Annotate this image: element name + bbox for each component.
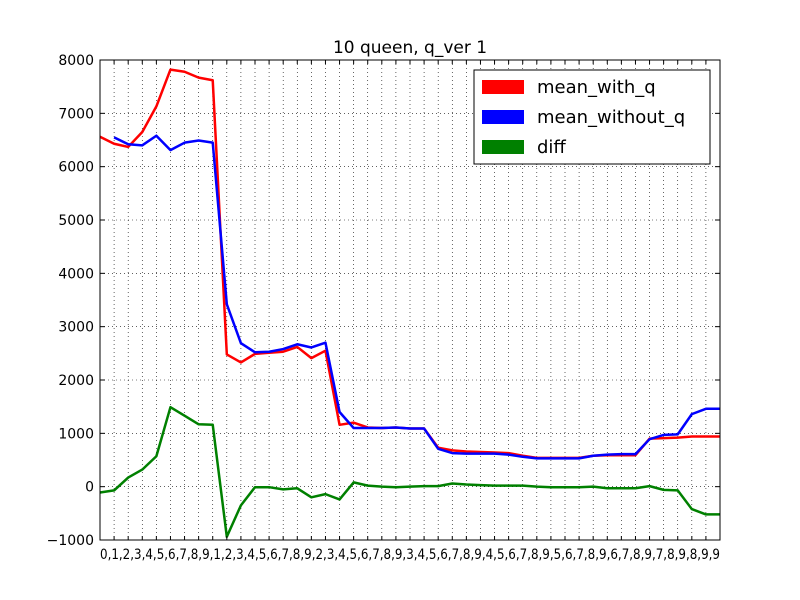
y-tick-label: 0 [85,480,94,496]
legend-swatch-mean-without-q [482,110,524,124]
y-tick-label: 1000 [58,426,94,442]
y-tick-label: 7000 [58,106,94,122]
y-tick-label: 4000 [58,266,94,282]
y-tick-label: 3000 [58,320,94,336]
legend-swatch-mean-with-q [482,80,524,94]
legend-label-mean-with-q: mean_with_q [537,77,656,98]
x-tick-labels: 0,1,2,3,4,5,6,7,8,9,1,2,3,4,5,6,7,8,9,2,… [100,547,720,563]
chart-title: 10 queen, q_ver 1 [333,38,487,58]
legend-label-mean-without-q: mean_without_q [537,107,685,128]
axis-layer: −1000 0 1000 2000 3000 4000 5000 6000 7000 8000 [47,53,721,549]
legend-label-diff: diff [537,137,566,158]
y-tick-label: 6000 [58,160,94,176]
y-tick-label: 8000 [58,53,94,69]
series-layer [99,68,720,539]
grid-layer [100,60,720,540]
y-tick-label: −1000 [47,533,94,549]
series-line-mean-without-q [113,134,720,460]
y-tick-label: 2000 [58,373,94,389]
legend-swatch-diff [482,140,524,154]
series-line-diff [99,405,720,539]
y-tick-label: 5000 [58,213,94,229]
